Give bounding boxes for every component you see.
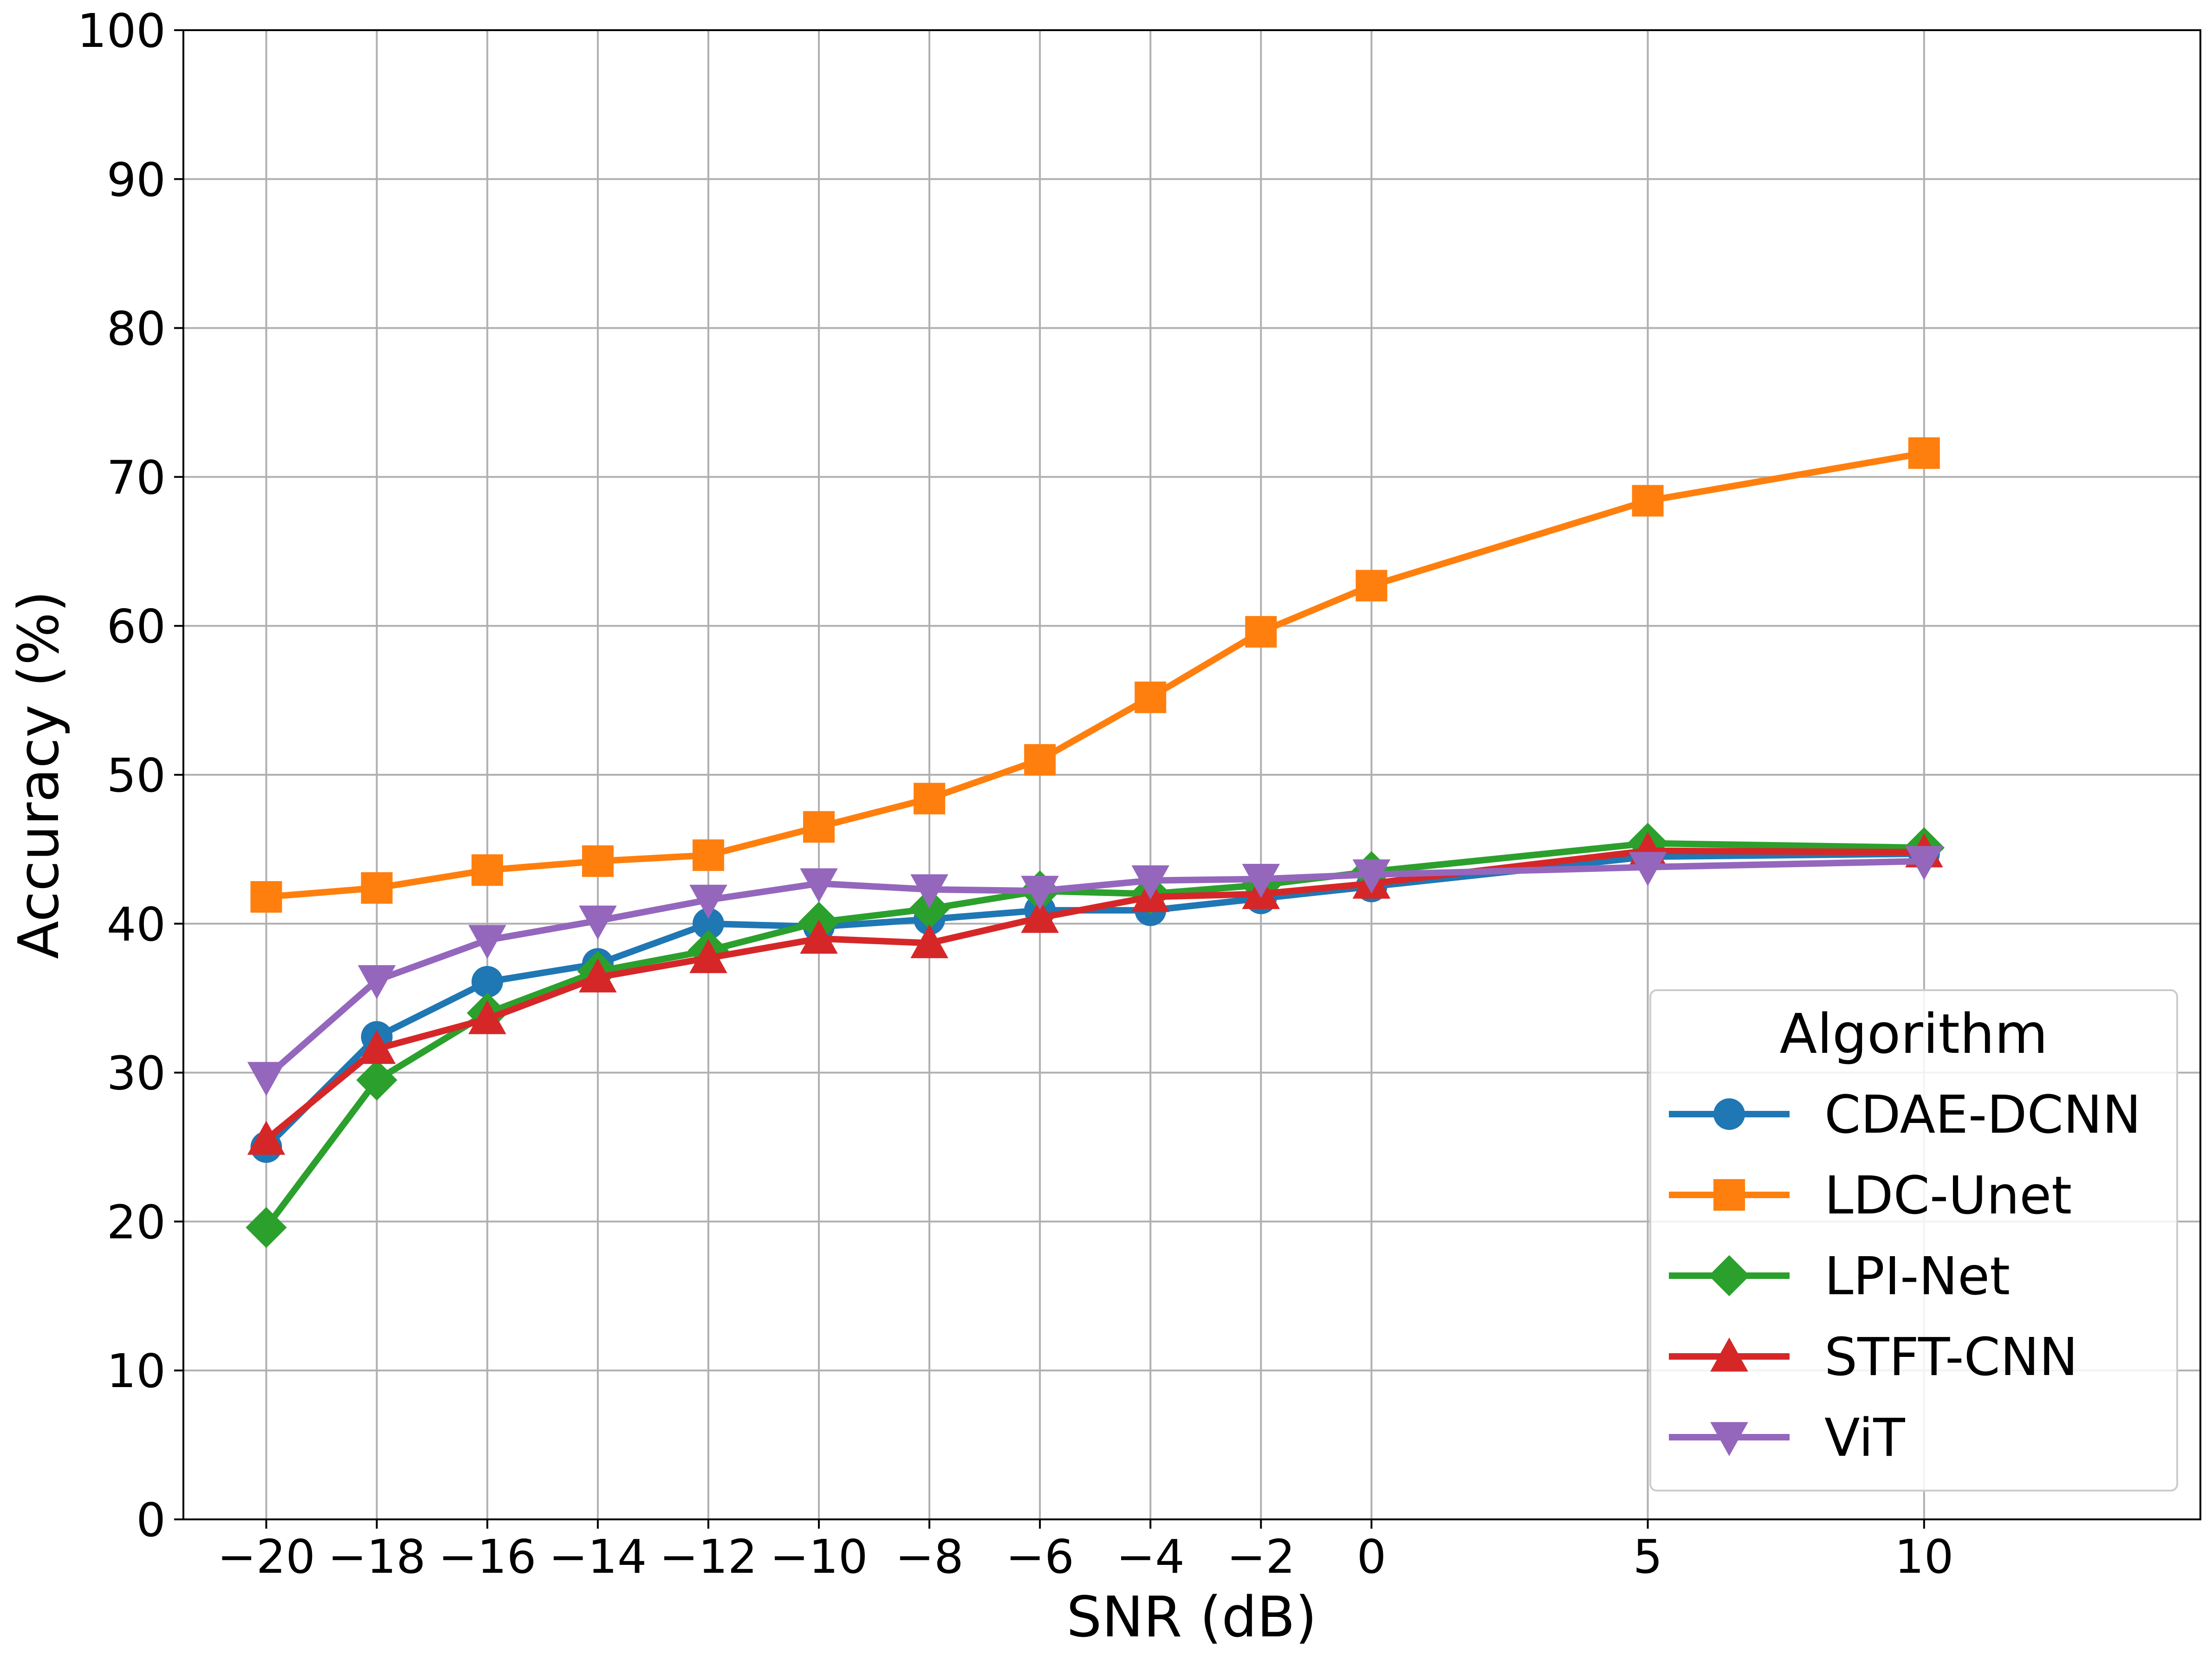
data-point (914, 783, 946, 815)
data-point (579, 958, 617, 992)
x-tick-label: −20 (217, 1530, 315, 1584)
plot-series (246, 437, 1945, 1248)
x-tick-label: −14 (549, 1530, 647, 1584)
data-point (1908, 437, 1940, 469)
data-point (361, 872, 393, 904)
data-point (910, 924, 948, 959)
data-point (692, 908, 724, 940)
y-tick-label: 100 (77, 4, 166, 58)
y-tick-label: 60 (107, 599, 166, 654)
data-point (468, 925, 506, 959)
data-point (1024, 744, 1056, 776)
data-point (910, 874, 948, 908)
legend-item: LDC-Unet (1669, 1166, 2072, 1226)
legend-item: ViT (1669, 1408, 1905, 1468)
data-point (1905, 846, 1943, 880)
data-point (247, 1121, 285, 1155)
data-point (471, 854, 503, 886)
y-tick-label: 30 (107, 1046, 166, 1101)
data-point (357, 965, 396, 999)
data-point (689, 884, 727, 919)
data-point (1021, 876, 1059, 910)
legend-marker (1710, 1422, 1748, 1456)
axis-ticks: −20 −18 −16 −14 −12 −10 −8 −6 −4 −2 0 5 100102030405… (77, 4, 1953, 1584)
x-tick-label: −18 (328, 1530, 426, 1584)
series-ldc-unet (250, 437, 1940, 913)
x-tick-label: −16 (438, 1530, 536, 1584)
data-point (579, 905, 617, 940)
y-tick-label: 70 (107, 450, 166, 505)
data-point (247, 1062, 285, 1096)
x-tick-label: −6 (1005, 1530, 1074, 1584)
data-point (803, 811, 835, 843)
legend-label: STFT-CNN (1824, 1327, 2078, 1388)
data-point (1242, 863, 1280, 898)
data-point (471, 966, 503, 998)
legend-label: ViT (1824, 1408, 1905, 1468)
data-point (1245, 616, 1277, 648)
legend-item: CDAE-DCNN (1669, 1085, 2141, 1145)
y-tick-label: 50 (107, 748, 166, 803)
data-point (1356, 570, 1388, 602)
y-axis-label: Accuracy (%) (7, 590, 71, 959)
data-point (908, 888, 950, 929)
x-tick-label: −2 (1227, 1530, 1295, 1584)
data-point (356, 1059, 397, 1101)
data-point (1628, 852, 1667, 886)
series-vit (247, 846, 1943, 1096)
legend-marker (1708, 1255, 1750, 1297)
data-point (692, 839, 724, 871)
data-point (1131, 865, 1170, 900)
legend-marker (1713, 1179, 1745, 1211)
legend-label: CDAE-DCNN (1824, 1085, 2141, 1145)
data-point (1632, 485, 1664, 517)
data-point (800, 920, 838, 954)
y-tick-label: 40 (107, 897, 166, 952)
data-point (246, 1207, 287, 1248)
y-tick-label: 80 (107, 302, 166, 356)
y-tick-label: 20 (107, 1195, 166, 1249)
x-tick-label: −10 (770, 1530, 868, 1584)
y-tick-label: 90 (107, 153, 166, 207)
data-point (250, 881, 282, 913)
x-tick-label: 0 (1357, 1530, 1387, 1584)
legend-marker (1710, 1337, 1748, 1372)
x-tick-label: −4 (1116, 1530, 1185, 1584)
legend-title: Algorithm (1780, 1002, 2048, 1066)
data-point (582, 845, 614, 877)
x-tick-label: 10 (1894, 1530, 1953, 1584)
y-tick-label: 0 (136, 1493, 166, 1547)
x-tick-label: −12 (659, 1530, 757, 1584)
grid (183, 29, 2200, 1520)
legend-label: LPI-Net (1824, 1246, 2010, 1307)
x-axis-label: SNR (dB) (1066, 1585, 1317, 1650)
data-point (357, 1030, 396, 1064)
data-point (1352, 859, 1391, 894)
y-tick-label: 10 (107, 1344, 166, 1398)
legend-item: LPI-Net (1669, 1246, 2010, 1307)
legend-item: STFT-CNN (1669, 1327, 2078, 1388)
legend-marker (1713, 1098, 1745, 1130)
x-tick-label: 5 (1633, 1530, 1663, 1584)
legend: Algorithm CDAE-DCNN LDC-Unet LPI-Net STFT-CN… (1649, 989, 2178, 1492)
data-point (1135, 681, 1167, 713)
legend-label: LDC-Unet (1824, 1166, 2072, 1226)
x-tick-label: −8 (895, 1530, 963, 1584)
data-point (689, 939, 727, 973)
data-point (1021, 899, 1059, 933)
data-point (800, 868, 838, 902)
data-point (468, 1000, 506, 1034)
